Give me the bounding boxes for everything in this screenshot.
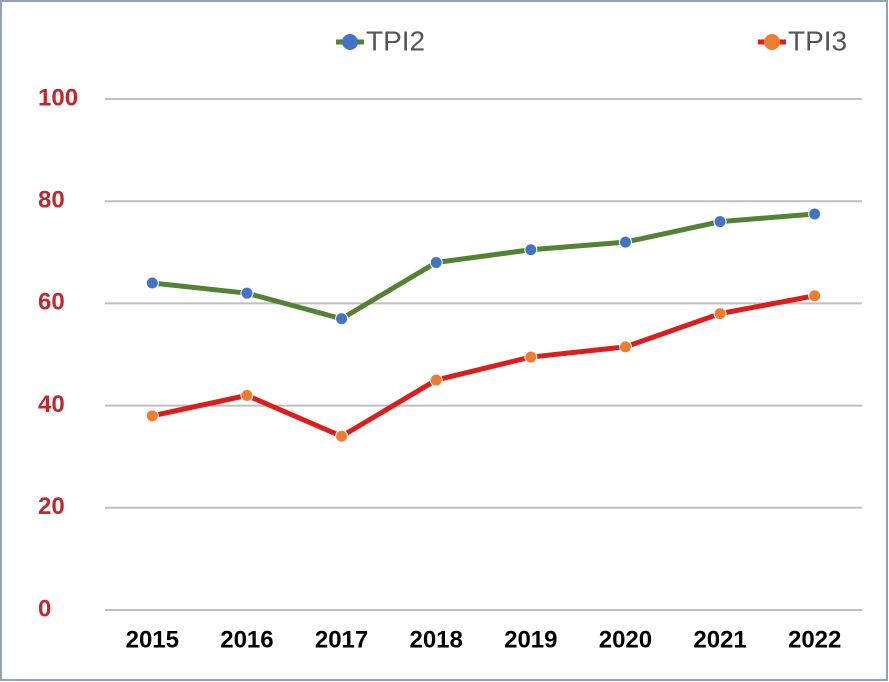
y-tick-label: 60 [38,289,65,316]
point [429,373,443,387]
x-tick-label: 2015 [126,626,179,653]
point [524,350,538,364]
point [808,289,822,303]
series-line [151,293,816,439]
point [618,340,632,354]
point [240,388,254,402]
legend-label: TPI2 [366,25,425,56]
x-tick-label: 2018 [409,626,462,653]
legend-marker [342,34,358,50]
point [713,215,727,229]
point [335,429,349,443]
y-tick-label: 0 [38,595,51,622]
y-tick-label: 80 [38,187,65,214]
legend-marker [764,34,780,50]
x-tick-label: 2019 [504,626,557,653]
point [335,312,349,326]
x-tick-label: 2022 [788,626,841,653]
y-tick-label: 40 [38,391,65,418]
point [429,256,443,270]
x-tick-label: 2021 [693,626,746,653]
point [713,307,727,321]
x-tick-label: 2016 [220,626,273,653]
point [524,243,538,257]
point [240,286,254,300]
point [618,235,632,249]
y-tick-label: 100 [38,84,78,111]
legend-label: TPI3 [788,25,847,56]
point [145,409,159,423]
x-tick-label: 2020 [599,626,652,653]
point [145,276,159,290]
x-tick-label: 2017 [315,626,368,653]
series-line [152,211,815,322]
point [808,207,822,221]
y-tick-label: 20 [38,493,65,520]
